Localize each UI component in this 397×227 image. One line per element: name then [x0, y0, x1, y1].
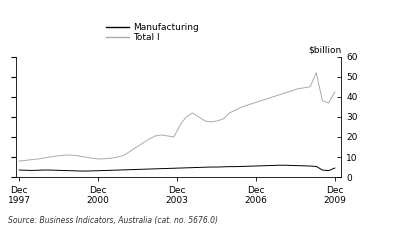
Text: $billion: $billion [308, 45, 341, 54]
Legend: Manufacturing, Total I: Manufacturing, Total I [106, 23, 199, 42]
Text: Source: Business Indicators, Australia (cat. no. 5676.0): Source: Business Indicators, Australia (… [8, 216, 218, 225]
